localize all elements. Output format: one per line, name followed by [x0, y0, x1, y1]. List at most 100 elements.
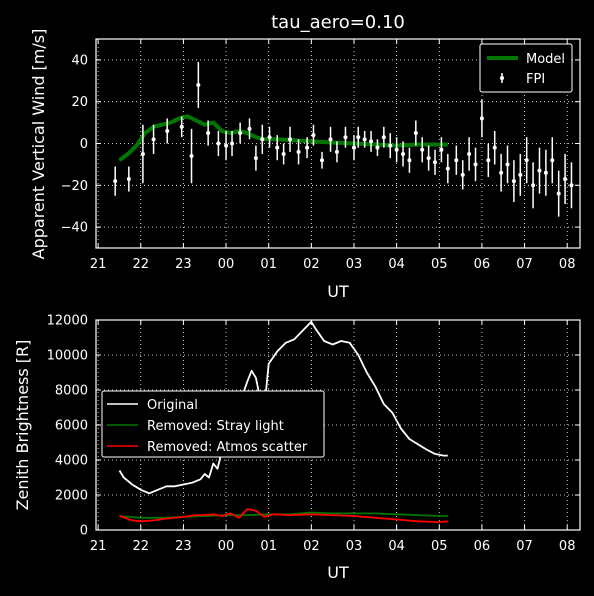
- x-tick-label: 00: [218, 539, 235, 554]
- fpi-point: [420, 147, 425, 152]
- fpi-point: [531, 183, 536, 188]
- x-tick-label: 01: [260, 539, 277, 554]
- fpi-point: [224, 143, 229, 148]
- x-tick-label: 21: [90, 257, 107, 272]
- fpi-point: [230, 141, 235, 146]
- fpi-point: [563, 177, 568, 182]
- x-tick-label: 23: [175, 257, 192, 272]
- fpi-point: [473, 162, 478, 167]
- fpi-point: [351, 145, 356, 150]
- x-tick-label: 04: [388, 257, 405, 272]
- x-tick-label: 02: [303, 539, 320, 554]
- legend-atmos-scatter-label: Removed: Atmos scatter: [147, 440, 308, 455]
- bottom-x-ticks: 21 22 23 00 01 02 03 04 05 06 07 08: [90, 320, 576, 554]
- series-line-removed-atmos-scatter: [119, 508, 448, 523]
- y-tick-label: −20: [61, 179, 88, 194]
- fpi-point: [334, 149, 339, 154]
- x-tick-label: 08: [559, 539, 576, 554]
- x-tick-label: 03: [346, 257, 363, 272]
- fpi-point: [381, 135, 386, 140]
- y-tick-label: 0: [80, 524, 88, 539]
- x-tick-label: 05: [431, 257, 448, 272]
- fpi-point: [275, 145, 280, 150]
- x-tick-label: 02: [303, 257, 320, 272]
- fpi-point: [394, 147, 399, 152]
- fpi-point: [267, 135, 272, 140]
- fpi-point: [569, 183, 574, 188]
- x-tick-label: 07: [516, 257, 533, 272]
- fpi-point: [413, 131, 418, 136]
- y-tick-label: 8000: [55, 384, 88, 399]
- bottom-legend: Original Removed: Stray light Removed: A…: [101, 390, 325, 458]
- top-legend: Model FPI: [479, 43, 573, 93]
- fpi-point: [151, 137, 156, 142]
- fpi-point: [216, 141, 221, 146]
- legend-original-label: Original: [147, 398, 198, 413]
- fpi-point: [505, 162, 510, 167]
- fpi-point: [407, 158, 412, 163]
- fpi-point: [311, 133, 316, 138]
- fpi-point: [537, 168, 542, 173]
- fpi-point: [445, 166, 450, 171]
- fpi-point: [343, 135, 348, 140]
- fpi-point: [247, 126, 252, 131]
- fpi-point: [113, 179, 118, 184]
- top-x-axis-label: UT: [327, 282, 349, 301]
- x-tick-label: 00: [218, 257, 235, 272]
- fpi-point: [401, 151, 406, 156]
- bottom-y-ticks: 12000 10000 8000 6000 4000 2000 0: [47, 314, 580, 539]
- x-tick-label: 06: [474, 539, 491, 554]
- fpi-point: [467, 151, 472, 156]
- x-tick-label: 21: [90, 539, 107, 554]
- bottom-x-axis-label: UT: [327, 563, 349, 582]
- y-tick-label: −40: [61, 221, 88, 236]
- x-tick-label: 07: [516, 539, 533, 554]
- fpi-point: [492, 145, 497, 150]
- x-tick-label: 05: [431, 539, 448, 554]
- fpi-point: [369, 139, 374, 144]
- fpi-point: [433, 160, 438, 165]
- fpi-point: [356, 135, 361, 140]
- legend-fpi-label: FPI: [526, 72, 545, 87]
- y-tick-label: 4000: [55, 454, 88, 469]
- fpi-point: [454, 158, 459, 163]
- x-tick-label: 03: [346, 539, 363, 554]
- fpi-point: [281, 151, 286, 156]
- legend-model-label: Model: [526, 52, 565, 67]
- top-y-ticks: 40 20 0 −20 −40: [61, 53, 580, 236]
- fpi-point: [296, 149, 301, 154]
- fpi-point: [189, 154, 194, 159]
- y-tick-label: 2000: [55, 489, 88, 504]
- fpi-point: [479, 116, 484, 121]
- fpi-point: [543, 170, 548, 175]
- fpi-point: [375, 145, 380, 150]
- fpi-point: [328, 137, 333, 142]
- fpi-point: [550, 158, 555, 163]
- top-plot-area: [113, 61, 574, 217]
- x-tick-label: 22: [133, 257, 150, 272]
- top-panel: tau_aero=0.10 21 22 23 00 01 02 03 04 05 06 07 08 4…: [29, 12, 581, 301]
- legend-stray-light-label: Removed: Stray light: [147, 419, 284, 434]
- y-tick-label: 0: [80, 137, 88, 152]
- fpi-point: [388, 143, 393, 148]
- bottom-panel: 21 22 23 00 01 02 03 04 05 06 07 08 12000 10000 8000 6…: [13, 314, 581, 582]
- fpi-point: [196, 82, 201, 87]
- fpi-point: [518, 172, 523, 177]
- fpi-point: [439, 147, 444, 152]
- fpi-point: [426, 156, 431, 161]
- bottom-y-axis-label: Zenith Brightness [R]: [13, 340, 32, 511]
- fpi-point: [288, 137, 293, 142]
- top-x-ticks: 21 22 23 00 01 02 03 04 05 06 07 08: [90, 39, 575, 272]
- y-tick-label: 12000: [47, 314, 88, 329]
- y-tick-label: 6000: [55, 419, 88, 434]
- x-tick-label: 04: [388, 539, 405, 554]
- y-tick-label: 40: [71, 53, 88, 68]
- x-tick-label: 23: [175, 539, 192, 554]
- fpi-point: [556, 191, 561, 196]
- fpi-point: [305, 145, 310, 150]
- fpi-point: [460, 172, 465, 177]
- fpi-point: [499, 170, 504, 175]
- fpi-point: [206, 131, 211, 136]
- fpi-point: [179, 124, 184, 129]
